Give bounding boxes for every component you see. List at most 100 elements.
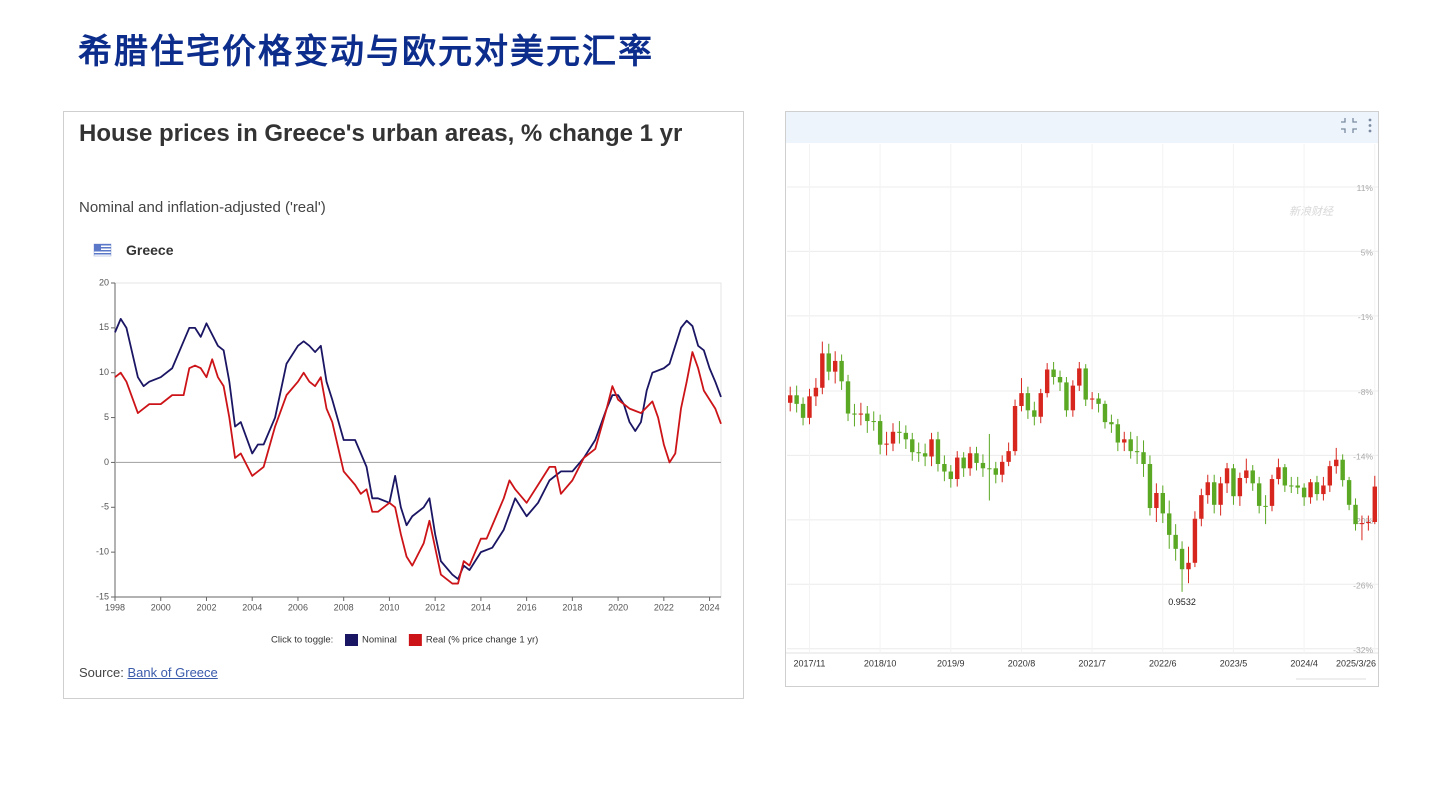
candle-body (980, 462, 986, 469)
collapse-icon[interactable] (1341, 118, 1357, 133)
legend-text[interactable]: Nominal (362, 635, 397, 646)
candle-body (1244, 470, 1249, 478)
candle-body (967, 453, 973, 469)
candle-body (1321, 485, 1326, 495)
candle-body (1134, 451, 1140, 453)
candle-body (929, 439, 934, 457)
candle-body (1269, 479, 1275, 506)
x-tick-label: 2004 (242, 602, 262, 612)
slide-title: 希腊住宅价格变动与欧元对美元汇率 (78, 32, 654, 72)
candle-body (1019, 393, 1024, 407)
x-tick-label: 1998 (105, 602, 125, 612)
x-tick-label: 2021/7 (1078, 658, 1106, 668)
x-tick-label: 2025/3/26 (1336, 658, 1376, 668)
chart-canvas: 新浪财经 11% 5% -1% -8% -14% -20% -26% -32% 2017/11 20… (786, 118, 1378, 680)
candle-body (884, 443, 889, 445)
candle-body (1256, 483, 1262, 506)
candle-body (1289, 485, 1294, 487)
candle-body (1237, 477, 1243, 497)
y-tick-label: -26% (1353, 581, 1373, 591)
x-tick-label: 2022 (654, 602, 674, 612)
x-tick-label: 2000 (151, 602, 171, 612)
x-tick-label: 2006 (288, 602, 308, 612)
y-tick-label: 11% (1357, 183, 1374, 193)
candle-body (1167, 513, 1172, 535)
x-tick-label: 2022/6 (1149, 658, 1177, 668)
candle-body (1282, 467, 1288, 486)
candle-body (974, 453, 979, 463)
candle-body (1096, 398, 1101, 404)
candle-body (1141, 452, 1146, 465)
legend-label: Click to toggle: (271, 635, 333, 646)
candle-body (922, 453, 928, 457)
candle-body (993, 468, 998, 475)
candle-body (1224, 468, 1230, 484)
candle-body (788, 395, 793, 403)
candle-body (1173, 534, 1178, 549)
candle-body (1032, 410, 1037, 417)
candle-body (1192, 518, 1198, 563)
y-tick-label: -15 (96, 591, 109, 601)
candle-body (1115, 424, 1121, 443)
candle-body (1353, 504, 1358, 525)
source-label: Source: (79, 665, 124, 680)
candle-body (1250, 470, 1255, 484)
candle-body (1077, 368, 1082, 386)
candle-body (794, 395, 799, 404)
candle-body (1057, 377, 1063, 383)
candle-body (916, 452, 921, 454)
candle-body (877, 421, 883, 445)
x-tick-label: 2002 (196, 602, 216, 612)
candle-body (1295, 485, 1300, 488)
candle-body (935, 439, 941, 465)
series-line (114, 317, 722, 580)
candle-body (1327, 466, 1333, 486)
candle-body (897, 431, 902, 433)
x-tick-label: 2008 (334, 602, 354, 612)
y-tick-label: -20% (1353, 516, 1373, 526)
x-tick-label: 2014 (471, 602, 491, 612)
chart-canvas: -15 -10 -5 0 5 10 15 20 1998 2000 2002 2004 2006 2008… (93, 243, 722, 646)
legend-swatch (345, 634, 358, 646)
candle-body (1102, 403, 1108, 423)
candle-body (1186, 562, 1191, 570)
candle-body (1083, 368, 1088, 400)
candle-body (807, 396, 812, 418)
legend-item[interactable]: Real (% price change 1 yr) (408, 634, 538, 646)
candle-body (1301, 487, 1307, 498)
y-tick-label: 5% (1361, 248, 1374, 258)
legend-swatch (408, 634, 422, 646)
legend-text[interactable]: Real (% price change 1 yr) (426, 635, 538, 646)
x-tick-label: 2020 (608, 602, 628, 612)
candle-body (832, 360, 838, 372)
x-tick-label: 2020/8 (1008, 658, 1036, 668)
candle-body (1154, 492, 1159, 509)
candle-body (1006, 451, 1011, 462)
candle-body (1263, 505, 1268, 507)
candle-body (1276, 467, 1281, 480)
candle-body (1147, 464, 1153, 509)
greece-flag (93, 243, 112, 257)
candle-body (1334, 459, 1339, 467)
toolbar (786, 112, 1378, 143)
x-tick-label: 2018 (562, 602, 582, 612)
legend-item[interactable]: Nominal (345, 634, 397, 646)
x-tick-label: 2024/4 (1290, 658, 1318, 668)
x-tick-label: 2023/5 (1220, 658, 1248, 668)
source: Source: Bank of Greece (79, 665, 218, 680)
candle-body (1160, 492, 1165, 514)
candle-body (1025, 393, 1031, 411)
watermark: 新浪财经 (1289, 205, 1334, 218)
y-tick-label: -5 (101, 502, 109, 512)
house-price-chart: -15 -10 -5 0 5 10 15 20 1998 2000 2002 2004 2006 2008… (63, 111, 744, 699)
eurusd-chart: 新浪财经 11% 5% -1% -8% -14% -20% -26% -32% 2017/11 20… (785, 111, 1379, 687)
y-tick-label: 10 (99, 367, 109, 377)
candle-body (820, 353, 825, 388)
source-link[interactable]: Bank of Greece (127, 665, 218, 680)
x-tick-label: 2017/11 (794, 658, 826, 668)
x-tick-label: 2012 (425, 602, 445, 612)
candle-body (1012, 406, 1018, 452)
menu-icon[interactable] (1368, 118, 1372, 133)
candle-body (800, 403, 806, 418)
